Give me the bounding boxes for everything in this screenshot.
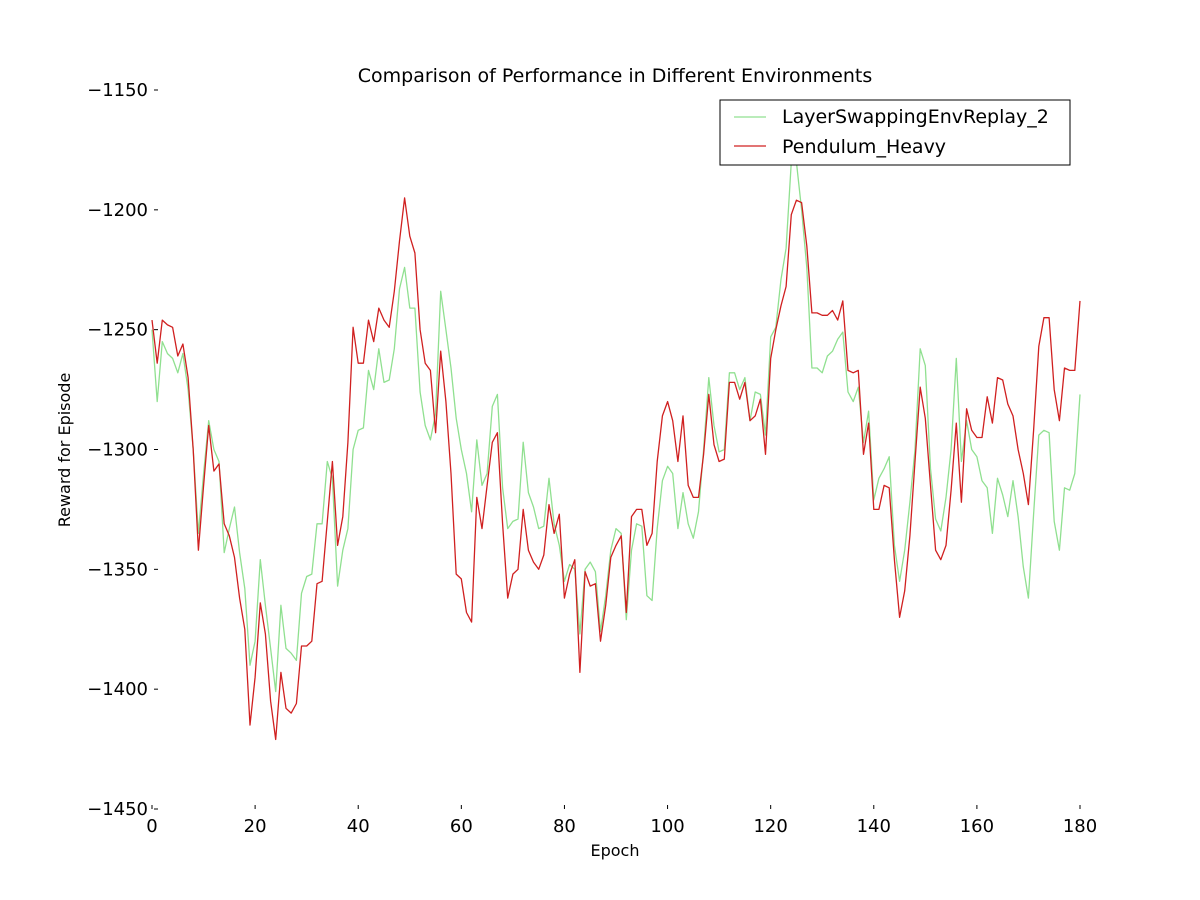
y-axis-label: Reward for Episode: [55, 373, 74, 528]
x-tick-label: 40: [347, 816, 370, 837]
x-tick-label: 60: [450, 816, 473, 837]
y-tick-label: −1300: [87, 440, 148, 461]
y-axis-ticks: −1150 −1200 −1250 −1300 −1350 −1400 −1450: [87, 80, 158, 820]
y-tick-label: −1200: [87, 200, 148, 221]
x-axis-label: Epoch: [591, 841, 640, 860]
y-tick-label: −1350: [87, 559, 148, 580]
x-tick-label: 120: [753, 816, 787, 837]
x-tick-label: 100: [650, 816, 684, 837]
x-tick-label: 0: [146, 816, 157, 837]
legend: LayerSwappingEnvReplay_2 Pendulum_Heavy: [719, 99, 1071, 166]
chart-title: Comparison of Performance in Different E…: [358, 65, 872, 87]
y-tick-label: −1250: [87, 320, 148, 341]
y-tick-label: −1450: [87, 799, 148, 820]
series-line-pendulum-heavy: [151, 197, 1081, 741]
legend-box: [719, 99, 1071, 166]
x-axis-ticks: 0 20 40 60 80 100 120 140 160 180: [146, 805, 1097, 837]
x-tick-label: 20: [244, 816, 267, 837]
series-line-layerswappingenvreplay-2: [151, 161, 1081, 693]
x-tick-label: 80: [553, 816, 576, 837]
plot-area: [151, 161, 1081, 741]
x-tick-label: 160: [960, 816, 994, 837]
x-tick-label: 180: [1063, 816, 1097, 837]
x-tick-label: 140: [857, 816, 891, 837]
legend-label-pendulum: Pendulum_Heavy: [782, 136, 946, 158]
legend-label-layerswapping: LayerSwappingEnvReplay_2: [782, 106, 1049, 128]
y-tick-label: −1150: [87, 80, 148, 101]
y-tick-label: −1400: [87, 679, 148, 700]
